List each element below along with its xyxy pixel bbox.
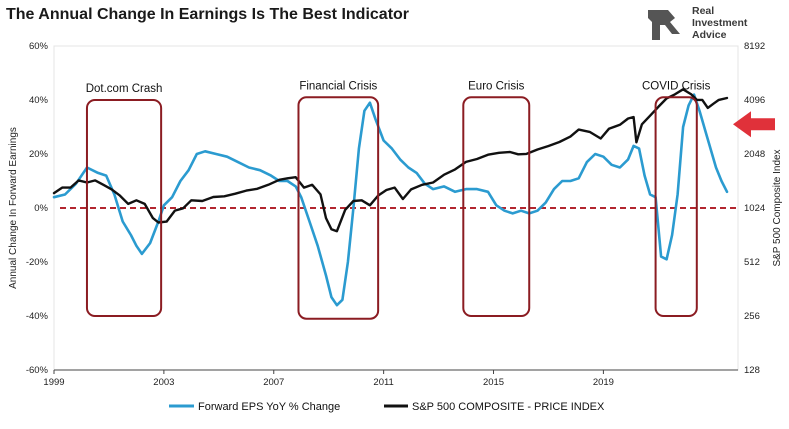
series-line-forward-eps	[52, 93, 729, 307]
y-right-tick-label: 4096	[744, 95, 765, 106]
crisis-box	[654, 96, 698, 317]
y-right-tick-label: 8192	[744, 41, 765, 52]
y-right-tick-label: 256	[744, 311, 760, 322]
x-tick-label: 2003	[153, 377, 174, 388]
x-tick-label: 2007	[263, 377, 284, 388]
brand-line-3: Advice	[692, 29, 727, 41]
y-left-tick-label: 20%	[29, 149, 49, 160]
y-left-tick-label: 0%	[34, 203, 48, 214]
crisis-label: COVID Crisis	[642, 80, 711, 92]
crisis-label: Financial Crisis	[299, 80, 377, 92]
y-right-tick-label: 512	[744, 257, 760, 268]
x-tick-label: 2011	[373, 377, 393, 388]
crisis-label: Euro Crisis	[468, 80, 524, 92]
y-left-axis-title: Annual Change In Forward Earnings	[8, 127, 19, 289]
brand-logo: Real Investment Advice	[648, 5, 748, 41]
series-layer	[52, 88, 729, 307]
brand-line-2: Investment	[692, 17, 748, 29]
y-left-tick-label: 40%	[29, 95, 49, 106]
plot-area	[53, 45, 739, 371]
x-tick-label: 1999	[43, 377, 64, 388]
y-left-tick-label: -20%	[26, 257, 49, 268]
legend: Forward EPS YoY % Change S&P 500 COMPOSI…	[169, 401, 605, 413]
series-line-sp500	[52, 88, 729, 233]
red-arrow-icon	[733, 111, 775, 138]
y-left-ticks: 60% 40% 20% 0% -20% -40% -60%	[26, 41, 49, 376]
crisis-box	[297, 96, 380, 320]
y-left-tick-label: 60%	[29, 41, 49, 52]
y-right-axis-title: S&P 500 Composite Index	[772, 149, 783, 266]
x-ticks: 1999 2003 2007 2011 2015 2019	[43, 370, 614, 388]
legend-label-eps: Forward EPS YoY % Change	[198, 401, 340, 413]
crisis-boxes: Dot.com Crash Financial Crisis Euro Crisis…	[85, 80, 711, 320]
eagle-icon	[648, 10, 680, 40]
chart-title: The Annual Change In Earnings Is The Bes…	[6, 6, 409, 23]
crisis-label: Dot.com Crash	[86, 83, 163, 95]
crisis-box	[462, 96, 531, 317]
y-left-tick-label: -60%	[26, 365, 49, 376]
legend-label-sp500: S&P 500 COMPOSITE - PRICE INDEX	[412, 401, 605, 413]
x-tick-label: 2019	[593, 377, 614, 388]
y-right-ticks: 8192 4096 2048 1024 512 256 128	[744, 41, 765, 376]
y-left-tick-label: -40%	[26, 311, 49, 322]
brand-line-1: Real	[692, 5, 714, 17]
y-right-tick-label: 1024	[744, 203, 765, 214]
x-tick-label: 2015	[483, 377, 504, 388]
y-right-tick-label: 2048	[744, 149, 765, 160]
crisis-box	[85, 99, 163, 317]
y-right-tick-label: 128	[744, 365, 760, 376]
